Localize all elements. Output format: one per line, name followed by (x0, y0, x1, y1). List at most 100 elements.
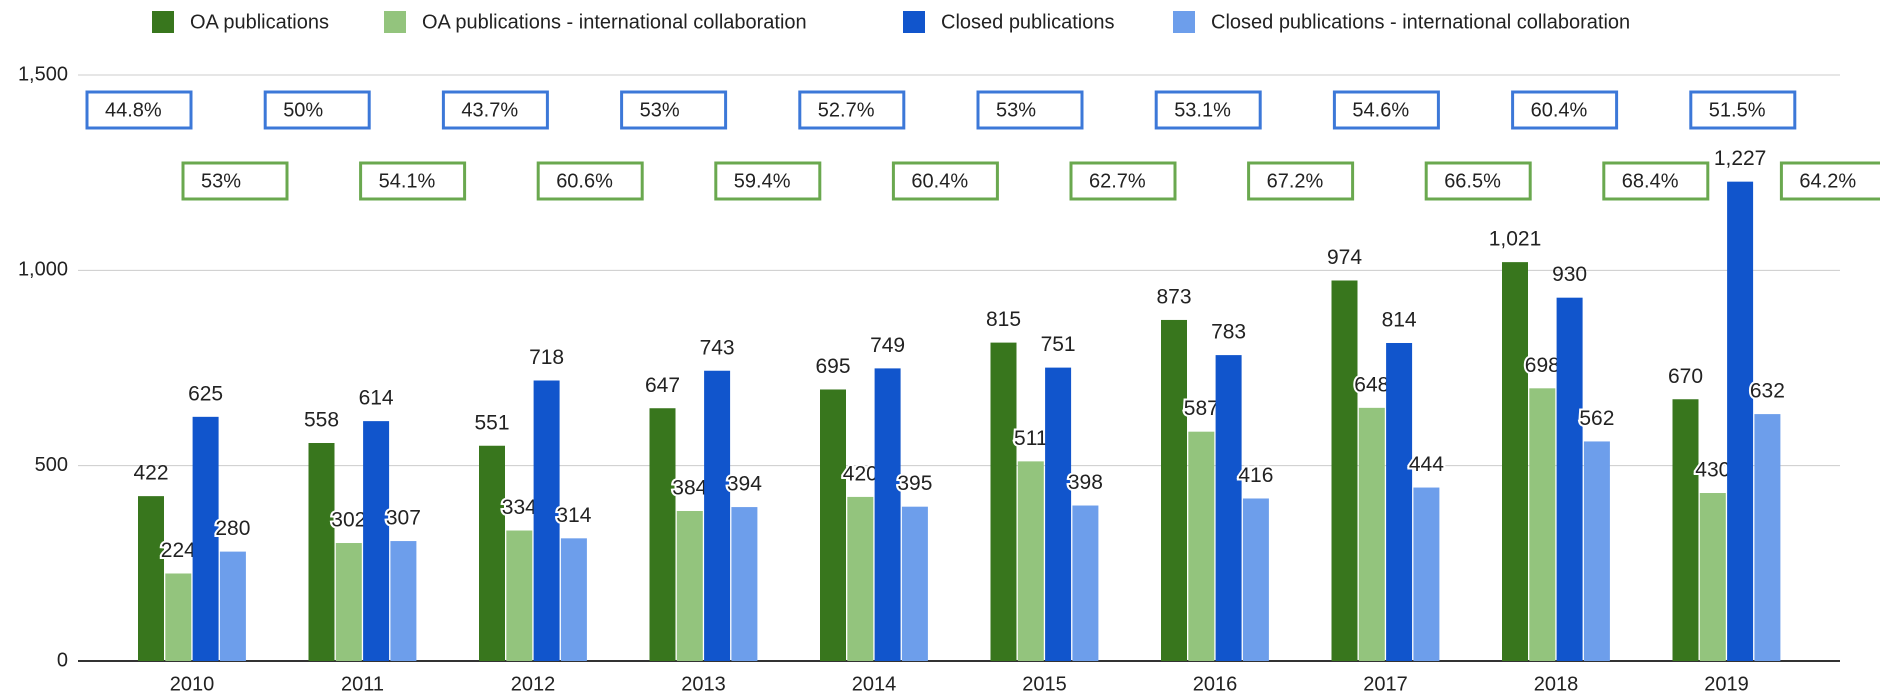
bar (1413, 487, 1440, 661)
bar (1754, 414, 1781, 661)
x-tick-label: 2015 (1022, 673, 1067, 695)
annotation-label: 68.4% (1622, 170, 1679, 192)
data-label: 394 (727, 473, 762, 496)
bar (1672, 399, 1699, 661)
x-tick-label: 2012 (511, 673, 556, 695)
data-label: 551 (474, 411, 509, 434)
bar (1502, 262, 1528, 661)
bar (874, 368, 901, 661)
data-label: 511 (1014, 427, 1047, 450)
data-label: 974 (1327, 246, 1362, 269)
annotation-label: 62.7% (1089, 170, 1146, 192)
data-label: 632 (1750, 380, 1785, 403)
data-label: 430 (1695, 459, 1730, 482)
bar (1386, 342, 1413, 661)
data-label: 558 (304, 409, 339, 432)
data-label: 587 (1184, 397, 1219, 420)
bar (1331, 280, 1358, 661)
x-tick-label: 2017 (1363, 673, 1408, 695)
y-tick-label: 0 (57, 649, 68, 671)
legend-swatch (1173, 11, 1195, 33)
annotation-label: 53.1% (1174, 99, 1231, 121)
bar (676, 510, 703, 661)
bar (390, 541, 417, 661)
legend-label: Closed publications (941, 11, 1114, 33)
bar (138, 496, 164, 661)
data-label: 751 (1041, 333, 1076, 356)
annotation-box (1424, 161, 1532, 201)
x-tick-label: 2016 (1193, 673, 1238, 695)
data-label: 422 (133, 462, 168, 485)
x-tick-label: 2011 (341, 673, 384, 695)
data-label: 647 (645, 374, 680, 397)
data-label: 614 (359, 387, 394, 410)
data-label: 314 (556, 504, 591, 527)
y-tick-label: 500 (35, 454, 68, 476)
annotation-box (441, 90, 549, 130)
annotation-box (714, 161, 822, 201)
legend-label: Closed publications - international coll… (1211, 11, 1630, 33)
x-tick-label: 2013 (681, 673, 726, 695)
x-tick-label: 2014 (852, 673, 897, 695)
data-label: 420 (843, 462, 878, 485)
annotation-label: 53% (640, 99, 680, 121)
bar (1727, 181, 1754, 662)
data-label: 416 (1238, 464, 1273, 487)
x-tick-label: 2019 (1704, 673, 1749, 695)
data-label: 930 (1552, 263, 1587, 286)
legend-swatch (384, 11, 406, 33)
annotation-label: 53% (996, 99, 1036, 121)
bar (1556, 297, 1583, 661)
data-label: 695 (815, 355, 850, 378)
annotation-box (1069, 161, 1177, 201)
bar (1583, 441, 1610, 661)
x-tick-label: 2010 (170, 673, 215, 695)
annotation-box (85, 90, 193, 130)
y-tick-label: 1,000 (18, 259, 68, 281)
annotation-label: 64.2% (1799, 170, 1856, 192)
annotation-box (1689, 90, 1797, 130)
data-label: 1,021 (1489, 228, 1542, 251)
annotation-label: 54.1% (379, 170, 436, 192)
bar (165, 573, 192, 661)
data-label: 302 (331, 509, 366, 532)
annotation-label: 53% (201, 170, 241, 192)
bar (308, 443, 335, 661)
data-label: 307 (386, 507, 421, 530)
bar (1529, 388, 1556, 661)
data-label: 749 (870, 334, 905, 357)
annotation-label: 50% (283, 99, 323, 121)
data-label: 625 (188, 382, 223, 405)
annotation-box (1247, 161, 1355, 201)
annotation-label: 43.7% (461, 99, 518, 121)
y-tick-label: 1,500 (18, 63, 68, 85)
data-label: 398 (1068, 471, 1103, 494)
bar (990, 342, 1017, 661)
legend-swatch (152, 11, 174, 33)
annotation-box (181, 161, 289, 201)
bar (533, 380, 560, 661)
data-label: 814 (1382, 309, 1417, 332)
bar (1188, 431, 1215, 661)
bar (1215, 355, 1242, 661)
annotation-label: 60.4% (911, 170, 968, 192)
annotation-label: 59.4% (734, 170, 791, 192)
x-tick-label: 2018 (1534, 673, 1579, 695)
bar (506, 530, 533, 661)
data-label: 783 (1211, 321, 1246, 344)
annotation-label: 54.6% (1352, 99, 1409, 121)
data-label: 743 (700, 336, 735, 359)
data-label: 280 (215, 517, 250, 540)
bar (704, 370, 731, 661)
data-label: 718 (529, 346, 564, 369)
bar (1045, 367, 1072, 661)
annotation-box (1332, 90, 1440, 130)
legend-swatch (903, 11, 925, 33)
annotation-box (1154, 90, 1262, 130)
bar (192, 416, 219, 661)
data-label: 873 (1156, 285, 1191, 308)
bar (479, 445, 505, 661)
annotation-box (976, 90, 1084, 130)
annotation-label: 67.2% (1267, 170, 1324, 192)
